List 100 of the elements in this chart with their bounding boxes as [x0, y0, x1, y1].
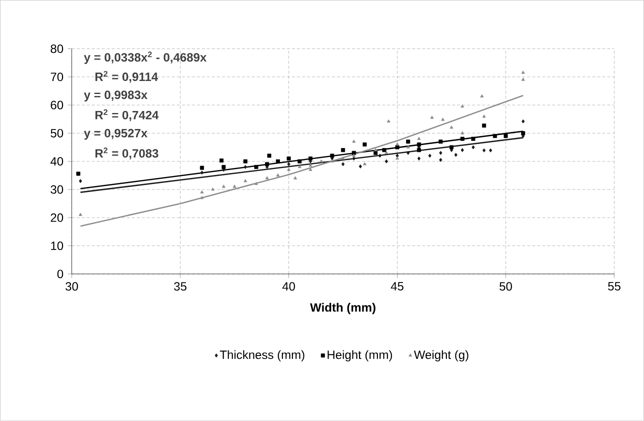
point	[406, 140, 410, 144]
point	[358, 164, 362, 169]
point	[308, 156, 312, 161]
y-tick-label: 0	[57, 270, 64, 278]
point	[396, 154, 399, 158]
point	[471, 136, 476, 141]
point	[417, 136, 421, 140]
y-tick-label: 20	[50, 214, 64, 222]
legend-label: Weight (g)	[414, 350, 468, 362]
point	[396, 142, 400, 146]
point	[200, 190, 204, 194]
point	[222, 165, 226, 170]
annotation: y = 0,0338x$^{2}$ - 0,4689x	[84, 52, 207, 64]
x-tick-label: 40	[282, 282, 295, 291]
annotation: R$^{2}$ = 0,9114	[95, 71, 158, 83]
y-tick-label: 70	[50, 72, 64, 82]
annotation: y = 0,9527x	[84, 128, 148, 140]
point	[352, 140, 356, 143]
point	[308, 168, 312, 171]
point	[382, 148, 386, 152]
x-tick-label: 50	[500, 282, 512, 291]
annotation: R$^{2}$ = 0,7424	[95, 109, 159, 122]
point	[232, 184, 236, 188]
point	[352, 156, 356, 161]
point	[416, 142, 421, 147]
point	[362, 162, 366, 166]
legend-label: Height (mm)	[328, 350, 392, 362]
point	[298, 159, 302, 164]
y-tick-label: 80	[50, 44, 64, 54]
point	[460, 131, 464, 134]
point	[439, 151, 442, 156]
point	[211, 188, 215, 191]
point	[521, 78, 525, 81]
point	[287, 162, 290, 166]
point	[416, 148, 421, 152]
annotation: y = 0,9983x	[84, 90, 148, 102]
point	[265, 176, 269, 180]
point	[482, 148, 486, 152]
point	[521, 131, 526, 136]
point	[386, 119, 390, 123]
point	[276, 159, 280, 164]
point	[78, 179, 82, 184]
point	[294, 176, 298, 180]
point	[78, 212, 82, 216]
point	[352, 154, 356, 157]
point	[396, 156, 400, 160]
point	[244, 165, 247, 170]
point	[286, 156, 291, 161]
point	[384, 151, 388, 154]
point	[439, 158, 442, 162]
point	[430, 116, 434, 119]
point	[276, 174, 280, 177]
point	[489, 148, 492, 152]
x-tick-label: 30	[66, 282, 78, 291]
point	[417, 156, 421, 161]
point	[287, 168, 291, 171]
y-tick-label: 50	[50, 129, 64, 138]
y-tick-label: 40	[50, 157, 64, 166]
point	[267, 154, 272, 158]
point	[330, 159, 334, 163]
point	[352, 151, 356, 156]
point	[243, 159, 248, 164]
point	[220, 158, 224, 163]
point	[492, 134, 497, 138]
point	[244, 179, 248, 182]
point	[265, 162, 270, 166]
point	[482, 114, 486, 118]
point	[428, 154, 432, 158]
point	[522, 119, 525, 124]
point	[406, 151, 410, 156]
point	[320, 159, 324, 163]
point	[450, 145, 454, 150]
point	[200, 170, 204, 175]
point	[460, 104, 464, 108]
point	[441, 118, 445, 121]
point	[460, 136, 464, 141]
point	[362, 142, 367, 147]
point	[378, 154, 382, 158]
x-tick-label: 35	[174, 282, 186, 291]
y-tick-label: 60	[50, 100, 64, 110]
x-axis-title: Width (mm)	[310, 302, 376, 314]
x-tick-label: 55	[608, 282, 620, 291]
point	[454, 152, 458, 157]
legend-label: Thickness (mm)	[220, 350, 304, 362]
x-tick-label: 45	[390, 282, 404, 291]
point	[504, 134, 508, 138]
point	[330, 154, 334, 158]
point	[254, 165, 258, 170]
point	[341, 156, 345, 160]
point	[308, 164, 312, 167]
point	[341, 162, 345, 166]
point	[482, 124, 486, 128]
point	[254, 182, 258, 186]
point	[395, 145, 400, 150]
point	[341, 148, 346, 152]
point	[460, 148, 464, 152]
point	[480, 94, 484, 98]
point	[384, 159, 388, 164]
point	[298, 165, 302, 168]
point	[472, 145, 475, 150]
